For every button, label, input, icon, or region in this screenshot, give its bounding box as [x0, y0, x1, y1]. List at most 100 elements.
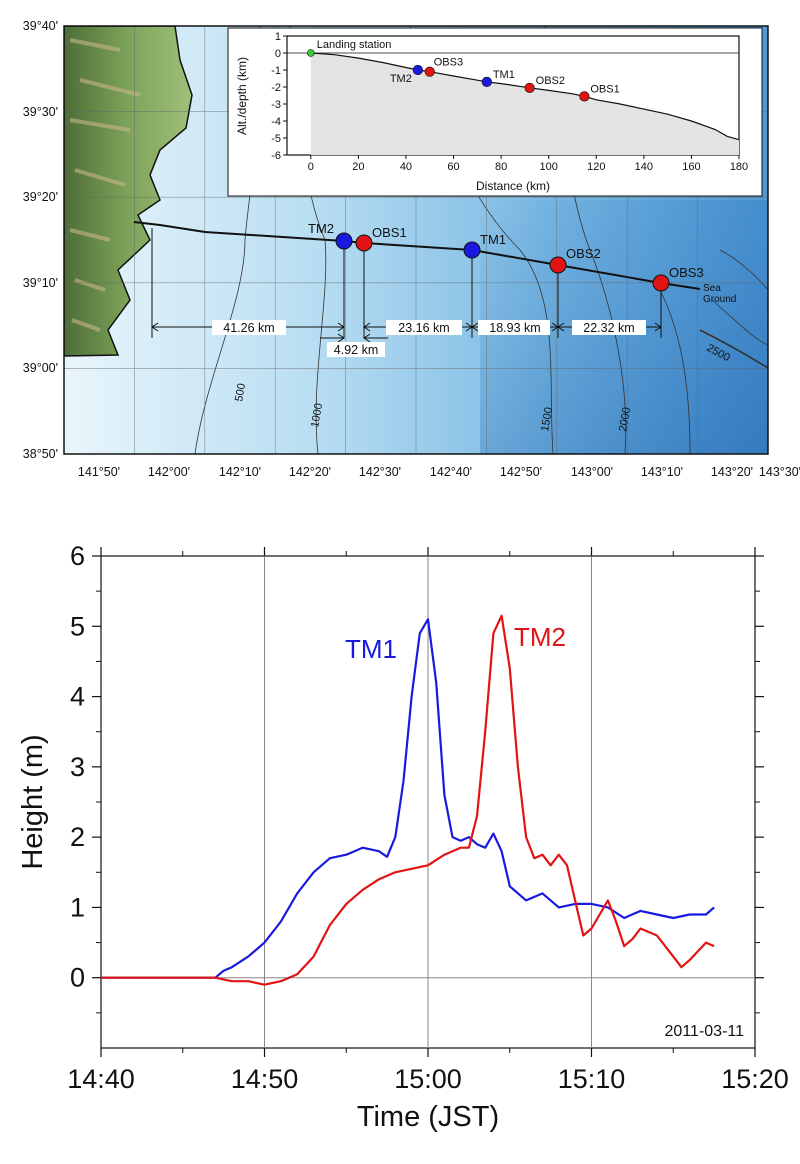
contour-label-2000: 2000	[617, 406, 633, 432]
inset-point-tm2	[412, 64, 423, 76]
y-tick-label: 2	[70, 822, 85, 852]
inset-y-ticks: 1 0 -1 -2 -3 -4 -5 -6	[271, 31, 287, 162]
lat-label: 39°30'	[23, 105, 58, 119]
station-label-obs2: OBS2	[566, 246, 601, 261]
date-label: 2011-03-11	[665, 1023, 745, 1040]
station-tm1-marker	[463, 241, 481, 259]
lon-label: 142°00'	[148, 465, 190, 479]
plot-ticks: 14:40 14:50 15:00 15:10 15:20 0 1 2 3 4 5 6	[67, 541, 789, 1094]
inset-y-tick-label: 1	[275, 31, 281, 43]
station-tm2-marker	[335, 232, 353, 250]
station-obs1-marker	[355, 234, 373, 252]
station-label-obs3: OBS3	[669, 265, 704, 280]
bathymetry-map-figure: 500 1000 1500 2000 2500 41.26 km 4.92 k	[23, 19, 800, 479]
inset-point-label: OBS2	[536, 75, 565, 87]
inset-x-tick-label: 180	[730, 161, 748, 173]
station-labels: TM2 OBS1 TM1 OBS2 OBS3 Sea Ground	[308, 221, 736, 305]
inset-point-label: OBS1	[590, 83, 619, 95]
x-tick-label: 14:50	[231, 1064, 299, 1094]
station-label-tm2: TM2	[308, 221, 334, 236]
x-tick-label: 15:10	[558, 1064, 626, 1094]
y-tick-label: 3	[70, 752, 85, 782]
station-label-obs1: OBS1	[372, 225, 407, 240]
lon-label: 142°40'	[430, 465, 472, 479]
inset-point-label: TM2	[390, 73, 412, 85]
coastline-land	[64, 26, 193, 357]
distance-label-4-92: 4.92 km	[334, 343, 378, 357]
distance-labels: 41.26 km 4.92 km 23.16 km 18.93 km 22.32…	[212, 320, 646, 357]
station-obs3-marker	[652, 274, 670, 292]
lon-label: 142°30'	[359, 465, 401, 479]
inset-y-tick-label: -4	[271, 116, 281, 128]
land-texture	[69, 38, 141, 332]
inset-point-label: TM1	[493, 69, 515, 81]
inset-seafloor-fill	[310, 53, 739, 155]
y-axis-label: Height (m)	[17, 734, 49, 869]
lon-label: 142°20'	[289, 465, 331, 479]
map-frame	[63, 25, 769, 455]
inset-x-tick-label: 0	[308, 161, 314, 173]
plot-series	[101, 614, 715, 986]
inset-x-tick-label: 100	[540, 161, 558, 173]
map-lat-labels: 39°40' 39°30' 39°20' 39°10' 39°00' 38°50…	[23, 19, 58, 461]
inset-y-tick-label: -6	[271, 150, 281, 162]
lat-label: 39°00'	[23, 361, 58, 375]
inset-y-tick-label: 0	[275, 48, 281, 60]
lon-label: 143°00'	[571, 465, 613, 479]
x-tick-label: 15:20	[721, 1064, 789, 1094]
x-axis-label: Time (JST)	[357, 1101, 499, 1133]
contour-label-1000: 1000	[309, 402, 325, 428]
inset-x-tick-label: 40	[400, 161, 412, 173]
lon-label: 143°30'	[759, 465, 800, 479]
series-label-tm2: TM2	[514, 622, 566, 652]
stations	[335, 232, 670, 292]
y-tick-label: 5	[70, 611, 85, 641]
inset-point-label: OBS3	[434, 57, 463, 69]
distance-label-22-32: 22.32 km	[583, 321, 634, 335]
series-line-tm2	[101, 614, 715, 986]
inset-point-landing-station	[306, 49, 315, 57]
lon-label: 142°50'	[500, 465, 542, 479]
y-tick-label: 1	[70, 892, 85, 922]
y-tick-label: 4	[70, 682, 85, 712]
inset-station-points: Landing station TM2 OBS3 TM1 OBS2 OBS1	[306, 39, 620, 102]
lat-label: 39°20'	[23, 190, 58, 204]
sea-ground-label: Sea Ground	[703, 283, 736, 305]
distance-label-23-16: 23.16 km	[398, 321, 449, 335]
contour-label-500: 500	[233, 382, 248, 402]
lon-label: 141°50'	[78, 465, 120, 479]
lat-label: 39°10'	[23, 276, 58, 290]
station-obs2-marker	[549, 256, 567, 274]
x-tick-label: 14:40	[67, 1064, 135, 1094]
inset-y-tick-label: -2	[271, 82, 281, 94]
distance-label-41-26: 41.26 km	[223, 321, 274, 335]
lat-label: 39°40'	[23, 19, 58, 33]
inset-x-tick-label: 120	[587, 161, 605, 173]
map-lon-labels: 141°50' 142°00' 142°10' 142°20' 142°30' …	[78, 465, 800, 479]
lon-label: 143°20'	[711, 465, 753, 479]
inset-y-tick-label: -1	[271, 65, 281, 77]
inset-point-obs1	[579, 91, 590, 102]
series-line-tm1	[101, 618, 715, 979]
station-label-tm1: TM1	[480, 232, 506, 247]
inset-y-tick-label: -3	[271, 99, 281, 111]
inset-point-obs3	[424, 66, 435, 77]
inset-x-axis-label: Distance (km)	[476, 179, 550, 193]
y-tick-label: 0	[70, 963, 85, 993]
x-tick-label: 15:00	[394, 1064, 462, 1094]
inset-x-tick-label: 160	[682, 161, 700, 173]
inset-y-tick-label: -5	[271, 133, 281, 145]
lat-label: 38°50'	[23, 447, 58, 461]
tsunami-height-chart: 14:40 14:50 15:00 15:10 15:20 0 1 2 3 4 5 6 TM1 TM2…	[17, 541, 789, 1133]
inset-profile: 0 20 40 60 80 100 120 140 160 180 10-1-2-3-4-5-6 …	[227, 27, 763, 197]
inset-y-axis-label: Alt./depth (km)	[235, 57, 249, 135]
inset-point-obs2	[524, 82, 535, 93]
lon-label: 143°10'	[641, 465, 683, 479]
contour-label-1500: 1500	[539, 406, 555, 432]
inset-x-tick-label: 60	[447, 161, 459, 173]
series-label-tm1: TM1	[345, 634, 397, 664]
inset-point-label: Landing station	[317, 39, 392, 51]
y-tick-label: 6	[70, 541, 85, 571]
inset-x-ticks: 0 20 40 60 80 100 120 140 160 180	[308, 155, 748, 173]
inset-point-tm1	[481, 76, 492, 87]
